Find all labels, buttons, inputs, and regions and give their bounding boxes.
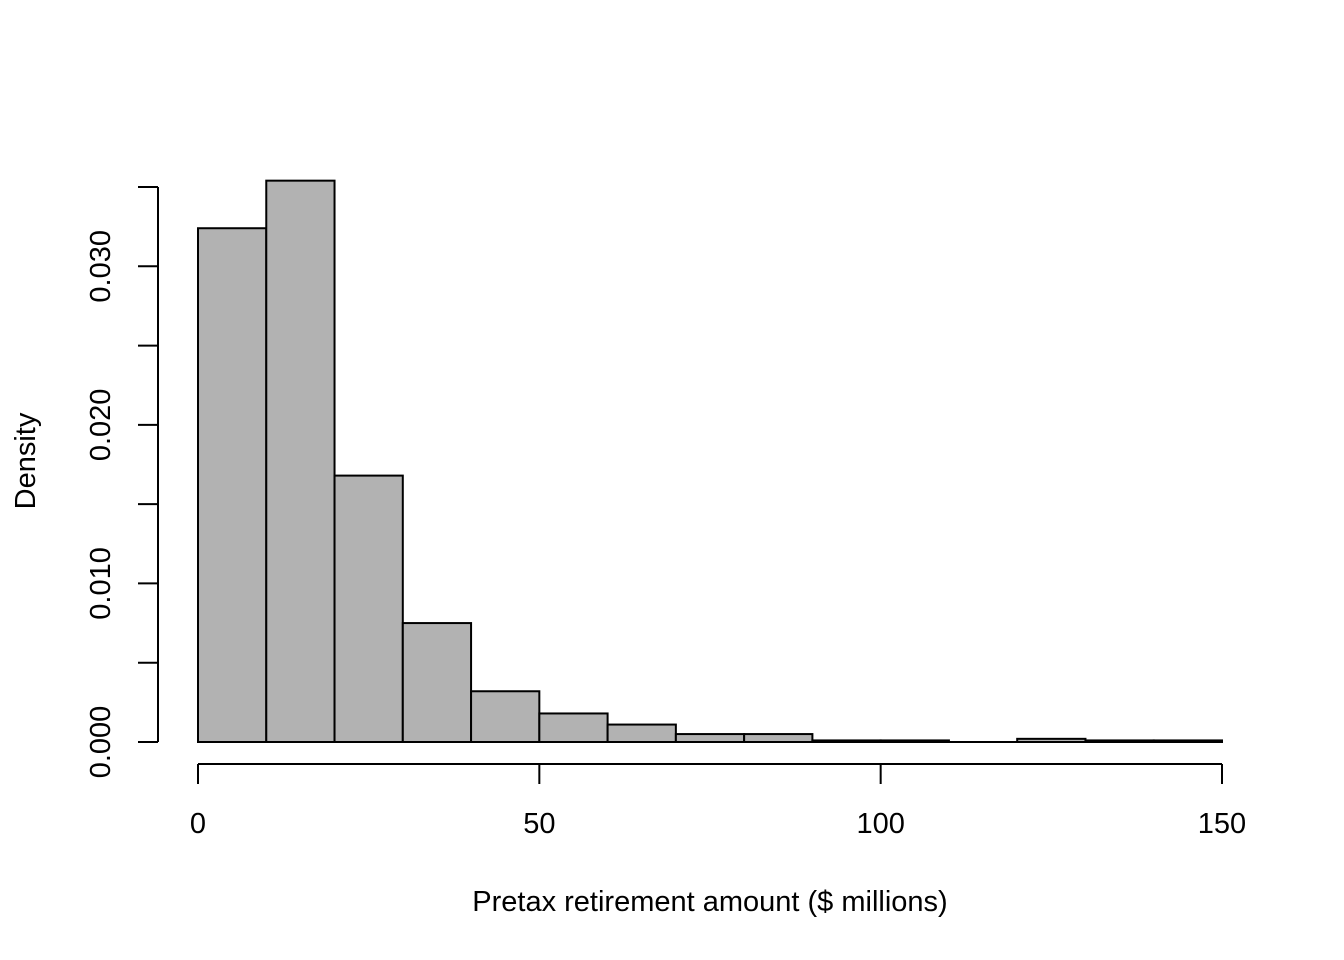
bars-group xyxy=(197,179,1223,744)
histogram-bar xyxy=(811,739,882,744)
histogram-bar xyxy=(470,690,541,743)
histogram-bar xyxy=(538,712,609,744)
histogram-bar xyxy=(265,179,336,743)
histogram-bar xyxy=(879,739,950,744)
histogram-bar xyxy=(401,622,473,743)
y-axis-title: Density xyxy=(10,412,42,509)
y-tick-label: 0.020 xyxy=(85,389,117,462)
histogram-bar xyxy=(1152,739,1223,744)
histogram-bar xyxy=(197,227,268,743)
histogram-bar xyxy=(743,733,814,743)
y-tick-label: 0.010 xyxy=(85,547,117,620)
histogram-bar xyxy=(1016,737,1087,743)
x-tick-label: 0 xyxy=(190,808,206,840)
x-tick-label: 50 xyxy=(523,808,555,840)
x-axis: 0 50 100 150 xyxy=(190,763,1246,840)
histogram-bar xyxy=(606,723,677,743)
y-tick-label: 0.030 xyxy=(85,230,117,303)
x-tick-label: 100 xyxy=(856,808,904,840)
histogram-bar xyxy=(674,733,746,743)
histogram-bar xyxy=(1084,739,1155,744)
y-tick-label: 0.000 xyxy=(85,706,117,779)
x-tick-label: 150 xyxy=(1198,808,1246,840)
x-axis-title: Pretax retirement amount ($ millions) xyxy=(472,886,947,918)
y-axis: 0.000 0.010 0.020 0.030 xyxy=(85,186,159,779)
histogram-bar xyxy=(333,474,404,743)
